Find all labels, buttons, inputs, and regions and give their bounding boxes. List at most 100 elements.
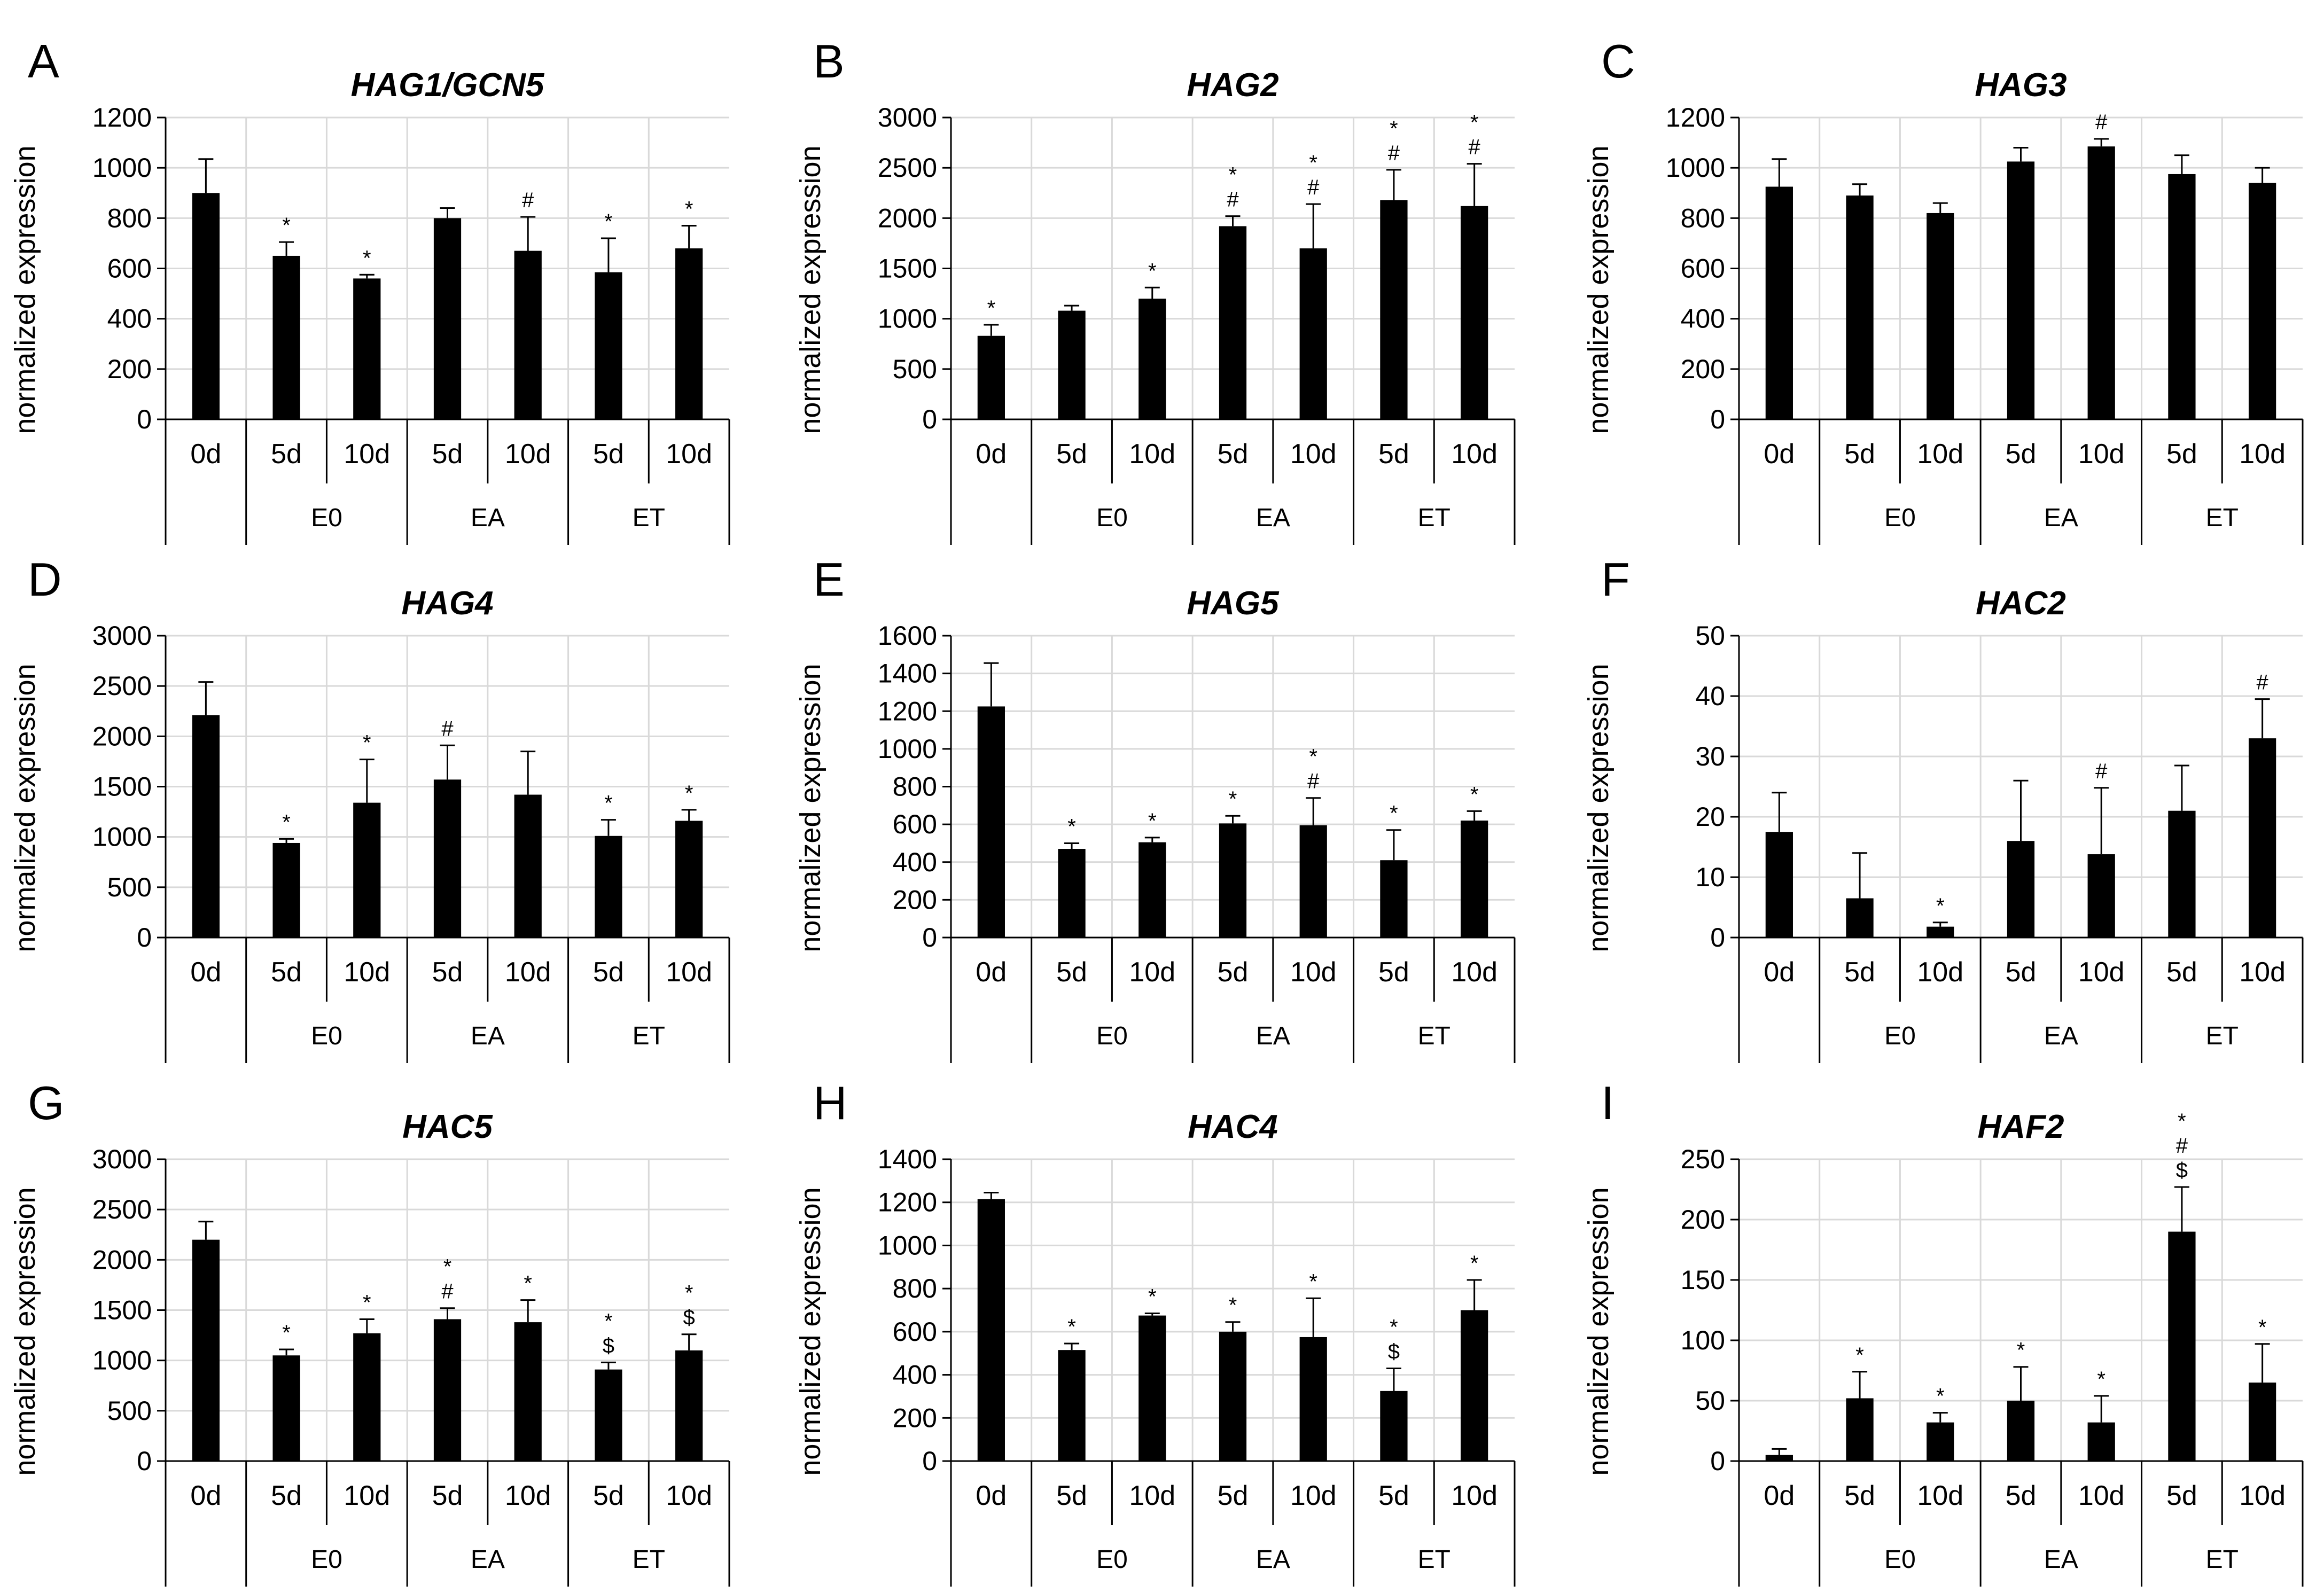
category-label-b-3: 5d bbox=[1218, 439, 1249, 470]
y-tick-label-a-2: 400 bbox=[107, 304, 152, 334]
y-tick-label-h-1: 200 bbox=[893, 1403, 937, 1433]
group-label-e-0: E0 bbox=[1096, 1022, 1128, 1050]
y-tick-label-d-1: 500 bbox=[107, 872, 152, 902]
category-label-g-6: 10d bbox=[666, 1480, 712, 1511]
significance-mark-g-1-0: * bbox=[282, 1321, 291, 1345]
category-label-h-2: 10d bbox=[1129, 1480, 1175, 1511]
significance-mark-i-1-0: * bbox=[1855, 1344, 1864, 1367]
bar-g-5 bbox=[595, 1369, 622, 1461]
significance-mark-g-3-0: * bbox=[443, 1255, 452, 1279]
y-tick-label-d-5: 2500 bbox=[92, 671, 152, 701]
significance-mark-h-4-0: * bbox=[1309, 1270, 1317, 1293]
category-label-f-6: 10d bbox=[2239, 957, 2286, 988]
bar-g-3 bbox=[433, 1319, 462, 1461]
bar-h-1 bbox=[1058, 1350, 1086, 1461]
y-tick-label-h-0: 0 bbox=[922, 1446, 937, 1476]
category-label-g-2: 10d bbox=[344, 1480, 390, 1511]
group-label-i-1: EA bbox=[2044, 1545, 2078, 1574]
significance-mark-e-4-1: # bbox=[1307, 770, 1320, 793]
bar-a-6 bbox=[675, 248, 703, 419]
y-tick-label-e-4: 800 bbox=[893, 772, 937, 802]
bar-d-1 bbox=[272, 842, 300, 938]
group-label-e-1: EA bbox=[1256, 1022, 1290, 1050]
chart-title-h: HAC4 bbox=[1188, 1108, 1278, 1145]
y-tick-label-f-4: 40 bbox=[1695, 681, 1725, 711]
y-tick-label-d-6: 3000 bbox=[92, 621, 152, 651]
chart-title-c: HAG3 bbox=[1975, 67, 2066, 104]
category-label-f-2: 10d bbox=[1917, 957, 1963, 988]
y-tick-label-f-3: 30 bbox=[1695, 741, 1725, 771]
category-label-d-0: 0d bbox=[190, 957, 221, 988]
y-tick-label-d-3: 1500 bbox=[92, 772, 152, 802]
y-tick-label-i-4: 200 bbox=[1681, 1205, 1725, 1235]
group-label-h-2: ET bbox=[1418, 1545, 1450, 1574]
significance-mark-b-6-1: # bbox=[1469, 136, 1481, 159]
bar-d-3 bbox=[433, 779, 462, 938]
bar-e-6 bbox=[1461, 821, 1488, 938]
significance-mark-f-2-0: * bbox=[1936, 894, 1945, 918]
category-label-b-2: 10d bbox=[1129, 439, 1175, 470]
category-label-e-4: 10d bbox=[1290, 957, 1337, 988]
group-label-d-1: EA bbox=[471, 1022, 505, 1050]
significance-mark-g-5-0: * bbox=[604, 1309, 613, 1333]
significance-mark-b-4-1: # bbox=[1307, 176, 1320, 199]
significance-mark-a-5-0: * bbox=[604, 210, 613, 233]
bar-h-2 bbox=[1138, 1315, 1166, 1461]
chart-title-i: HAF2 bbox=[1978, 1108, 2064, 1145]
category-label-d-3: 5d bbox=[432, 957, 463, 988]
group-label-c-1: EA bbox=[2044, 504, 2078, 532]
group-label-g-0: E0 bbox=[311, 1545, 342, 1574]
significance-mark-h-2-0: * bbox=[1148, 1285, 1157, 1309]
category-label-b-1: 5d bbox=[1056, 439, 1087, 470]
category-label-a-4: 10d bbox=[505, 439, 551, 470]
category-label-c-1: 5d bbox=[1844, 439, 1875, 470]
significance-mark-d-2-0: * bbox=[363, 731, 371, 755]
significance-mark-i-6-0: * bbox=[2258, 1316, 2267, 1339]
bar-f-5 bbox=[2168, 810, 2196, 938]
category-label-e-1: 5d bbox=[1056, 957, 1087, 988]
category-label-h-5: 5d bbox=[1378, 1480, 1409, 1511]
bar-d-2 bbox=[353, 802, 381, 938]
bar-b-3 bbox=[1219, 226, 1247, 419]
bar-i-2 bbox=[1927, 1422, 1954, 1461]
significance-mark-b-3-0: * bbox=[1229, 163, 1237, 187]
bar-c-6 bbox=[2249, 183, 2276, 419]
y-tick-label-f-0: 0 bbox=[1710, 923, 1725, 952]
y-tick-label-a-5: 1000 bbox=[92, 153, 152, 183]
category-label-a-1: 5d bbox=[271, 439, 302, 470]
bar-g-1 bbox=[272, 1355, 300, 1461]
category-label-a-3: 5d bbox=[432, 439, 463, 470]
significance-mark-a-1-0: * bbox=[282, 214, 291, 237]
significance-mark-c-4-0: # bbox=[2095, 111, 2108, 134]
bar-d-4 bbox=[514, 794, 542, 938]
chart-title-d: HAG4 bbox=[401, 585, 493, 622]
category-label-c-4: 10d bbox=[2078, 439, 2125, 470]
category-label-g-0: 0d bbox=[190, 1480, 221, 1511]
significance-mark-a-6-0: * bbox=[685, 197, 693, 221]
group-label-a-2: ET bbox=[633, 504, 665, 532]
bar-f-1 bbox=[1846, 898, 1874, 938]
y-tick-label-e-6: 1200 bbox=[878, 696, 937, 726]
y-tick-label-h-2: 400 bbox=[893, 1360, 937, 1390]
category-label-d-6: 10d bbox=[666, 957, 712, 988]
group-label-a-1: EA bbox=[471, 504, 505, 532]
group-label-g-1: EA bbox=[471, 1545, 505, 1574]
bar-i-3 bbox=[2007, 1401, 2035, 1461]
group-label-h-0: E0 bbox=[1096, 1545, 1128, 1574]
y-tick-label-e-8: 1600 bbox=[878, 621, 937, 651]
y-tick-label-h-4: 800 bbox=[893, 1274, 937, 1303]
bar-a-5 bbox=[595, 272, 622, 419]
significance-mark-h-5-0: * bbox=[1390, 1315, 1398, 1339]
category-label-a-5: 5d bbox=[593, 439, 624, 470]
bar-b-1 bbox=[1058, 310, 1086, 419]
significance-mark-i-5-2: $ bbox=[2176, 1159, 2188, 1182]
bar-e-5 bbox=[1380, 860, 1408, 938]
panel-letter-f: F bbox=[1601, 553, 1630, 606]
significance-mark-e-3-0: * bbox=[1229, 787, 1237, 811]
panel-letter-e: E bbox=[813, 553, 845, 606]
category-label-d-5: 5d bbox=[593, 957, 624, 988]
chart-title-f: HAC2 bbox=[1976, 585, 2066, 622]
category-label-i-5: 5d bbox=[2166, 1480, 2197, 1511]
significance-mark-e-4-0: * bbox=[1309, 745, 1317, 769]
category-label-i-0: 0d bbox=[1764, 1480, 1795, 1511]
